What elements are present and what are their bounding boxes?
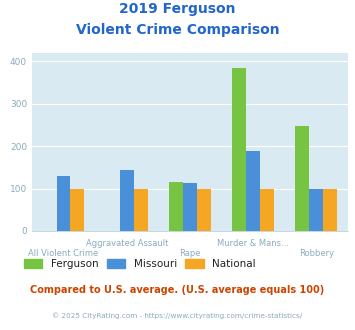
Bar <box>246 151 260 231</box>
Bar <box>260 188 274 231</box>
Bar <box>169 182 183 231</box>
Text: Robbery: Robbery <box>299 249 334 258</box>
Text: Rape: Rape <box>179 249 201 258</box>
Bar <box>56 176 71 231</box>
Bar <box>183 183 197 231</box>
Bar <box>71 188 84 231</box>
Bar <box>232 68 246 231</box>
Bar <box>197 188 211 231</box>
Bar <box>309 188 323 231</box>
Bar <box>134 188 148 231</box>
Text: © 2025 CityRating.com - https://www.cityrating.com/crime-statistics/: © 2025 CityRating.com - https://www.city… <box>53 312 302 318</box>
Text: Violent Crime Comparison: Violent Crime Comparison <box>76 23 279 37</box>
Text: Compared to U.S. average. (U.S. average equals 100): Compared to U.S. average. (U.S. average … <box>31 285 324 295</box>
Text: Aggravated Assault: Aggravated Assault <box>86 239 168 248</box>
Bar <box>323 188 337 231</box>
Text: 2019 Ferguson: 2019 Ferguson <box>119 2 236 16</box>
Text: Murder & Mans...: Murder & Mans... <box>217 239 289 248</box>
Bar <box>120 170 134 231</box>
Bar <box>295 126 309 231</box>
Text: All Violent Crime: All Violent Crime <box>28 249 99 258</box>
Legend: Ferguson, Missouri, National: Ferguson, Missouri, National <box>20 254 260 273</box>
